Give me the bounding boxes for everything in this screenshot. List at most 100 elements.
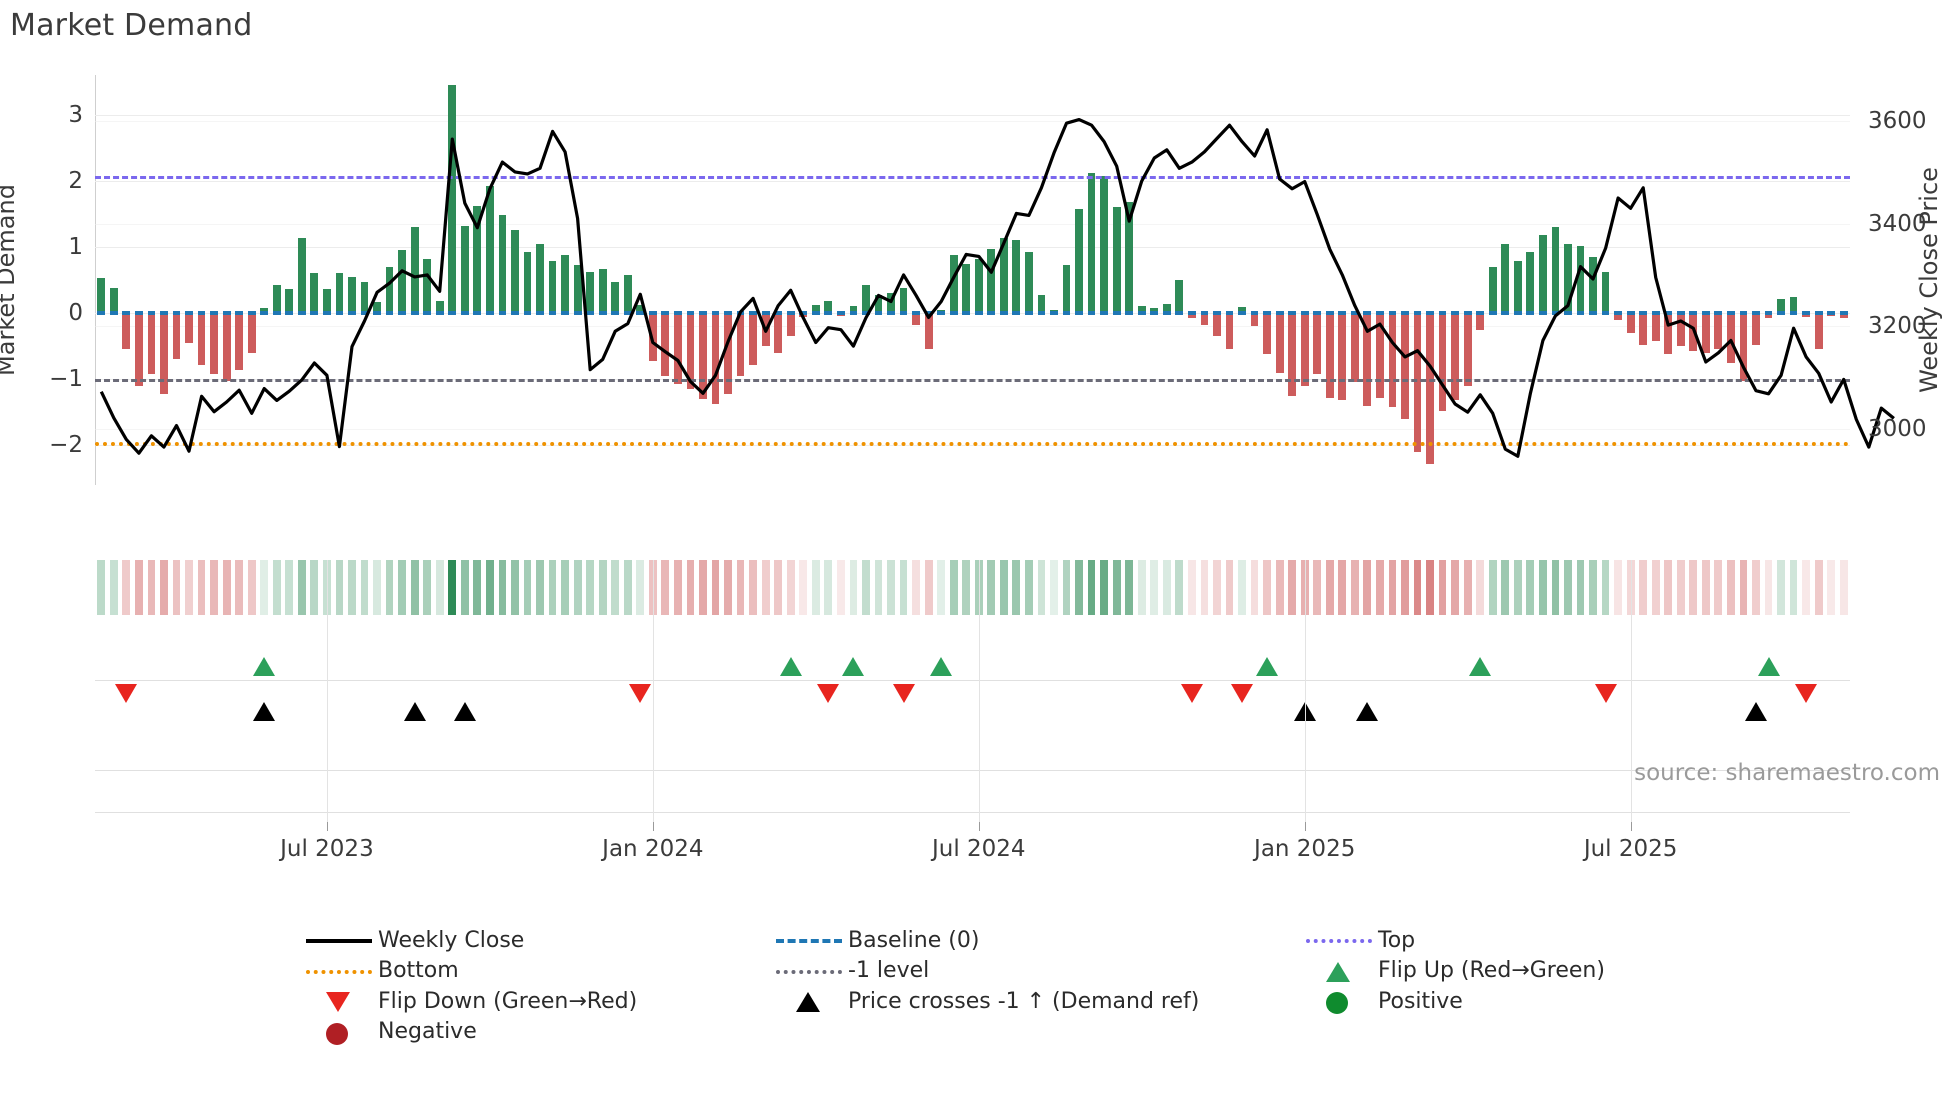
baseline-segment [874, 311, 883, 316]
baseline-segment [1213, 311, 1221, 316]
flip-down-marker [115, 684, 138, 703]
demand-bar [473, 205, 482, 314]
demand-bar [134, 313, 143, 386]
legend-item[interactable]: Bottom [300, 956, 459, 986]
heat-cell [335, 560, 344, 615]
legend-item[interactable]: Top [1300, 925, 1415, 955]
legend-item[interactable]: Baseline (0) [770, 925, 979, 955]
baseline-segment [485, 311, 494, 316]
heat-cell [423, 560, 432, 615]
flip-up-marker [1757, 657, 1780, 676]
circle-icon [1326, 992, 1348, 1014]
demand-bar [97, 278, 106, 314]
baseline-segment [1313, 311, 1322, 316]
baseline-segment [1739, 311, 1748, 316]
heat-cell [1200, 560, 1209, 615]
heat-cell [410, 560, 419, 615]
demand-bar [485, 186, 494, 314]
baseline-segment [811, 311, 820, 316]
gridline [95, 121, 1850, 123]
legend-item[interactable]: Weekly Close [300, 925, 524, 955]
heat-cell [285, 560, 294, 615]
main-plot-area [95, 75, 1895, 485]
heat-cell [1325, 560, 1334, 615]
x-gridline [326, 560, 328, 822]
baseline-segment [1551, 311, 1560, 316]
heat-cell [1225, 560, 1234, 615]
baseline-segment [899, 311, 908, 316]
legend-item[interactable]: -1 level [770, 956, 929, 986]
y-tick-left: −1 [49, 366, 83, 393]
baseline-segment [172, 311, 181, 316]
baseline-segment [1263, 311, 1271, 316]
heat-cell [736, 560, 745, 615]
demand-bar [335, 273, 344, 314]
circle-icon [326, 1022, 348, 1045]
heat-cell [1025, 560, 1033, 615]
baseline-segment [1125, 311, 1134, 316]
demand-bar [1488, 266, 1497, 314]
baseline-segment [974, 311, 983, 316]
heat-cell [1501, 560, 1510, 615]
baseline-segment [636, 311, 645, 316]
triangle-up-icon [796, 992, 820, 1012]
demand-bar [849, 306, 858, 314]
y-tick-left: 2 [68, 167, 83, 194]
demand-bar [573, 265, 582, 314]
heat-cell [1752, 560, 1760, 615]
heat-cell [1777, 560, 1785, 615]
heat-cell [674, 560, 682, 615]
demand-bar [1538, 235, 1547, 314]
x-tick-mark [1304, 822, 1306, 831]
demand-bar [272, 285, 281, 314]
flip-up-marker [930, 657, 953, 676]
baseline-segment [887, 311, 895, 316]
legend-item[interactable]: Negative [300, 1017, 477, 1047]
demand-bar [811, 305, 820, 314]
baseline-segment [247, 311, 256, 316]
legend-item[interactable]: Flip Down (Green→Red) [300, 986, 637, 1016]
baseline-segment [1175, 311, 1184, 316]
heat-cell [912, 560, 920, 615]
baseline-segment [1676, 311, 1685, 316]
demand-bar [1413, 313, 1422, 452]
heat-cell [272, 560, 281, 615]
demand-bar [310, 273, 319, 314]
demand-bar [1213, 313, 1221, 337]
demand-bar [1288, 313, 1297, 396]
demand-bar [410, 227, 419, 314]
y-tick-right: 3400 [1868, 210, 1927, 237]
heat-cell [122, 560, 131, 615]
baseline-segment [1727, 311, 1735, 316]
heat-cell [1388, 560, 1397, 615]
heat-cell [962, 560, 971, 615]
demand-bar [1651, 313, 1660, 341]
heat-cell [1426, 560, 1434, 615]
legend-item[interactable]: Positive [1300, 986, 1463, 1016]
baseline-segment [1564, 311, 1572, 316]
demand-bar [423, 258, 432, 314]
heat-cell [586, 560, 595, 615]
baseline-segment [836, 311, 845, 316]
price-polyline [99, 118, 1895, 458]
legend-label: Flip Up (Red→Green) [1378, 958, 1605, 983]
baseline-segment [222, 311, 231, 316]
heat-cell [1476, 560, 1485, 615]
x-tick-label: Jul 2024 [931, 836, 1026, 862]
heat-cell [398, 560, 406, 615]
baseline-segment [1250, 311, 1259, 316]
heat-cell [1689, 560, 1698, 615]
legend-item[interactable]: Price crosses -1 ↑ (Demand ref) [770, 986, 1199, 1016]
demand-bar [1200, 313, 1209, 325]
legend-item[interactable]: Flip Up (Red→Green) [1300, 956, 1605, 986]
heat-cell [874, 560, 883, 615]
heat-cell [937, 560, 946, 615]
baseline-segment [360, 311, 369, 316]
price-cross-marker [453, 702, 476, 721]
demand-bar [435, 301, 444, 314]
demand-bar [1037, 294, 1046, 314]
baseline-segment [1338, 311, 1347, 316]
baseline-segment [134, 311, 143, 316]
heat-cell [623, 560, 632, 615]
